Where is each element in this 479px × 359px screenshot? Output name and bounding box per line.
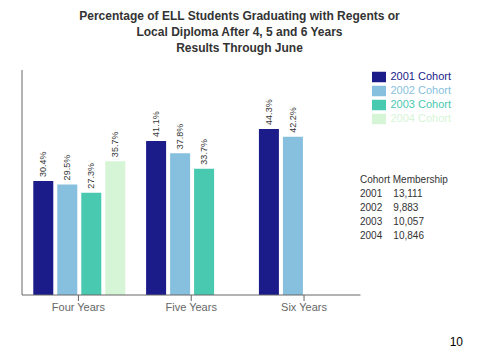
svg-text:30.4%: 30.4% — [38, 151, 48, 177]
svg-text:41.1%: 41.1% — [151, 111, 161, 137]
svg-text:Six Years: Six Years — [281, 301, 327, 313]
svg-text:33.7%: 33.7% — [199, 139, 209, 165]
html-text:2003 10,057: 2003 10,057 — [360, 216, 424, 227]
html-text:Cohort Membership: Cohort Membership — [360, 174, 448, 185]
svg-text:35.7%: 35.7% — [110, 132, 120, 158]
svg-text:27.3%: 27.3% — [86, 163, 96, 189]
svg-text:37.8%: 37.8% — [175, 124, 185, 150]
html-text:Percentage of ELL Students Gra: Percentage of ELL Students Graduating wi… — [79, 9, 400, 55]
svg-text:Four Years: Four Years — [52, 301, 106, 313]
svg-text:42.2%: 42.2% — [288, 107, 298, 133]
svg-text:44.3%: 44.3% — [264, 99, 274, 125]
svg-text:29.5%: 29.5% — [62, 155, 72, 181]
html-text:2001 Cohort: 2001 Cohort — [390, 70, 451, 82]
html-text:2001 13,111: 2001 13,111 — [360, 188, 423, 199]
html-text:2004 10,846: 2004 10,846 — [360, 230, 424, 241]
html-text:2004 Cohort: 2004 Cohort — [390, 112, 451, 125]
html-text:2002 Cohort: 2002 Cohort — [390, 84, 451, 97]
html-text:2003 Cohort: 2003 Cohort — [390, 98, 451, 111]
html-text:10: 10 — [449, 335, 463, 349]
html-text:2002 9,883: 2002 9,883 — [360, 202, 419, 213]
svg-text:Five Years: Five Years — [166, 301, 218, 313]
